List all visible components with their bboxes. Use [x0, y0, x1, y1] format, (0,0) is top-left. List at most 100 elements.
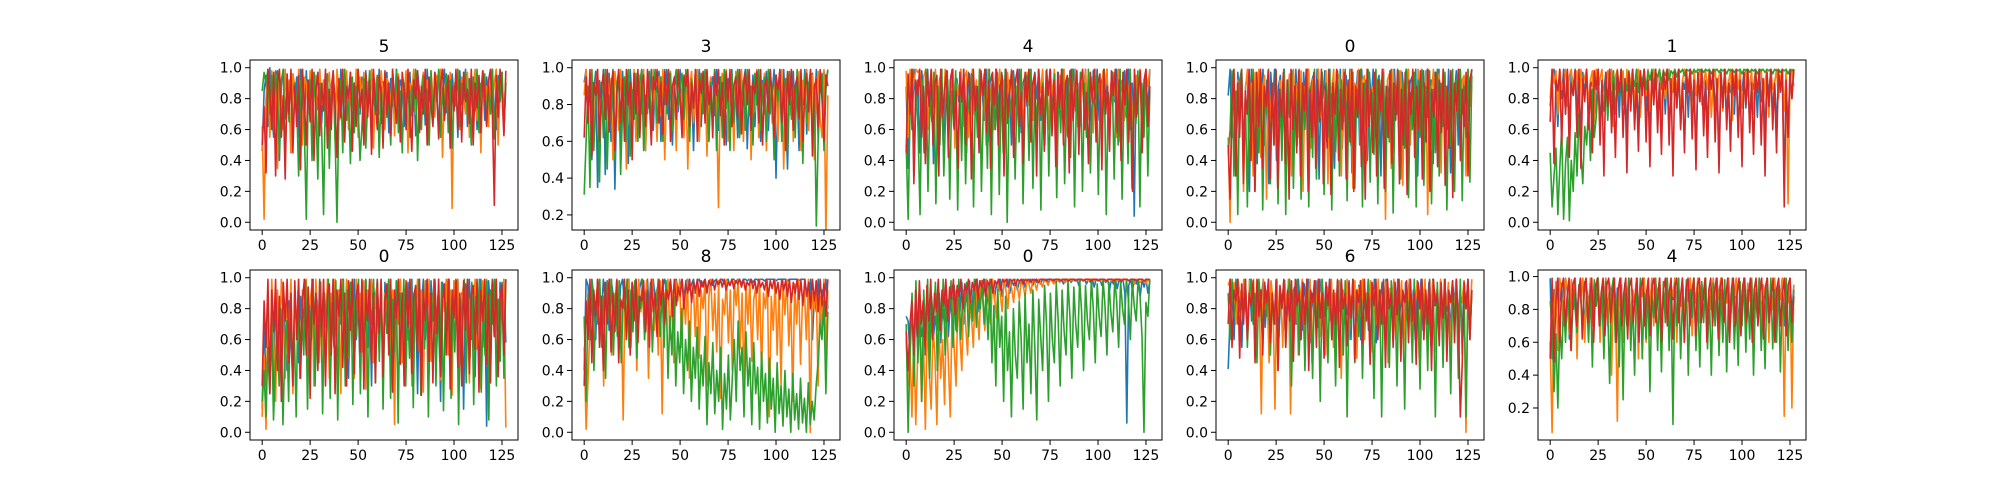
y-tick-label: 0.6 — [1508, 335, 1530, 351]
subplot-title: 4 — [1023, 37, 1034, 57]
subplot-panel: 0 25 50 75 100 125 0.0 0.2 0.4 0.6 0.8 1.0 0 — [864, 247, 1163, 464]
y-tick-label: 0.4 — [220, 363, 242, 379]
subplot-title: 4 — [1667, 247, 1678, 267]
y-tick-label: 1.0 — [864, 61, 886, 77]
x-tick-label: 0 — [1224, 238, 1233, 254]
x-tick-label: 75 — [719, 238, 737, 254]
y-tick-label: 0.8 — [542, 302, 564, 318]
y-tick-label: 0.2 — [220, 184, 242, 200]
x-tick-label: 100 — [1085, 448, 1112, 464]
x-tick-label: 75 — [1685, 238, 1703, 254]
y-tick-label: 0.4 — [864, 153, 886, 169]
y-tick-label: 0.6 — [542, 333, 564, 349]
x-tick-label: 0 — [258, 448, 267, 464]
x-tick-label: 125 — [811, 448, 838, 464]
y-tick-label: 0.8 — [1186, 92, 1208, 108]
x-tick-label: 100 — [1729, 238, 1756, 254]
series-line — [583, 278, 829, 386]
axes-frame — [1537, 269, 1807, 441]
x-tick-label: 75 — [1363, 448, 1381, 464]
x-tick-label: 25 — [1589, 448, 1607, 464]
x-tick-label: 125 — [811, 238, 838, 254]
x-tick-label: 25 — [945, 238, 963, 254]
y-tick-label: 1.0 — [1186, 271, 1208, 287]
subplot-panel: 0 25 50 75 100 125 0.0 0.2 0.4 0.6 0.8 1.0 5 — [220, 37, 519, 254]
x-tick-label: 0 — [1224, 448, 1233, 464]
x-tick-label: 25 — [1589, 238, 1607, 254]
y-tick-label: 1.0 — [220, 271, 242, 287]
y-tick-label: 0.8 — [1186, 302, 1208, 318]
axes-frame — [249, 59, 519, 231]
series-line — [1227, 68, 1473, 193]
y-tick-label: 0.6 — [220, 333, 242, 349]
x-tick-label: 50 — [1315, 238, 1333, 254]
x-tick-label: 25 — [1267, 448, 1285, 464]
subplot-title: 3 — [701, 37, 712, 57]
x-tick-label: 50 — [671, 238, 689, 254]
x-tick-label: 125 — [1133, 238, 1160, 254]
x-tick-label: 0 — [580, 238, 589, 254]
y-tick-label: 0.0 — [220, 215, 242, 231]
y-tick-label: 1.0 — [542, 61, 564, 77]
y-tick-label: 0.8 — [864, 92, 886, 108]
series-line — [905, 278, 1150, 372]
subplot-title: 8 — [701, 247, 712, 267]
x-tick-label: 0 — [580, 448, 589, 464]
y-tick-label: 0.8 — [1508, 92, 1530, 108]
y-tick-label: 0.2 — [1508, 184, 1530, 200]
series-line — [905, 68, 1151, 193]
x-tick-label: 25 — [1267, 238, 1285, 254]
x-tick-label: 125 — [1133, 448, 1160, 464]
y-tick-label: 0.0 — [542, 425, 564, 441]
y-tick-label: 1.0 — [220, 61, 242, 77]
axes-frame — [1215, 269, 1485, 441]
x-tick-label: 125 — [1455, 238, 1482, 254]
x-tick-label: 75 — [397, 448, 415, 464]
x-tick-label: 125 — [1455, 448, 1482, 464]
y-tick-label: 0.4 — [1508, 153, 1530, 169]
y-tick-label: 0.4 — [1186, 153, 1208, 169]
x-tick-label: 100 — [763, 238, 790, 254]
y-tick-label: 0.0 — [1186, 215, 1208, 231]
y-tick-label: 0.6 — [864, 123, 886, 139]
axes-frame — [571, 269, 841, 441]
x-tick-label: 75 — [1685, 448, 1703, 464]
y-tick-label: 0.2 — [864, 394, 886, 410]
y-tick-label: 0.8 — [220, 302, 242, 318]
y-tick-label: 0.0 — [1508, 215, 1530, 231]
y-tick-label: 1.0 — [1508, 270, 1530, 286]
y-tick-label: 0.6 — [864, 333, 886, 349]
y-tick-label: 0.4 — [542, 363, 564, 379]
axes-frame — [249, 269, 519, 441]
x-tick-label: 50 — [1637, 448, 1655, 464]
y-tick-label: 0.6 — [1186, 333, 1208, 349]
subplot-panel: 0 25 50 75 100 125 0.2 0.4 0.6 0.8 1.0 3 — [542, 37, 841, 254]
x-tick-label: 25 — [623, 238, 641, 254]
x-tick-label: 100 — [441, 238, 468, 254]
x-tick-label: 125 — [1777, 448, 1804, 464]
x-tick-label: 125 — [489, 238, 516, 254]
y-tick-label: 1.0 — [542, 271, 564, 287]
series-line — [1549, 277, 1795, 426]
x-tick-label: 100 — [763, 448, 790, 464]
x-tick-label: 0 — [902, 238, 911, 254]
y-tick-label: 0.0 — [864, 425, 886, 441]
x-tick-label: 50 — [349, 238, 367, 254]
y-tick-label: 0.6 — [220, 123, 242, 139]
x-tick-label: 50 — [1637, 238, 1655, 254]
subplot-title: 1 — [1667, 37, 1678, 57]
axes-frame — [1537, 59, 1807, 231]
x-tick-label: 50 — [993, 238, 1011, 254]
x-tick-label: 125 — [489, 448, 516, 464]
x-tick-label: 50 — [349, 448, 367, 464]
y-tick-label: 0.6 — [542, 134, 564, 150]
subplot-panel: 0 25 50 75 100 125 0.0 0.2 0.4 0.6 0.8 1.0 6 — [1186, 247, 1485, 464]
x-tick-label: 50 — [671, 448, 689, 464]
series-line — [261, 278, 507, 403]
x-tick-label: 75 — [1041, 238, 1059, 254]
x-tick-label: 75 — [1363, 238, 1381, 254]
axes-frame — [893, 59, 1163, 231]
x-tick-label: 100 — [1085, 238, 1112, 254]
axes-frame — [571, 59, 841, 231]
subplot-panel: 0 25 50 75 100 125 0.0 0.2 0.4 0.6 0.8 1.0 0 — [1186, 37, 1485, 254]
